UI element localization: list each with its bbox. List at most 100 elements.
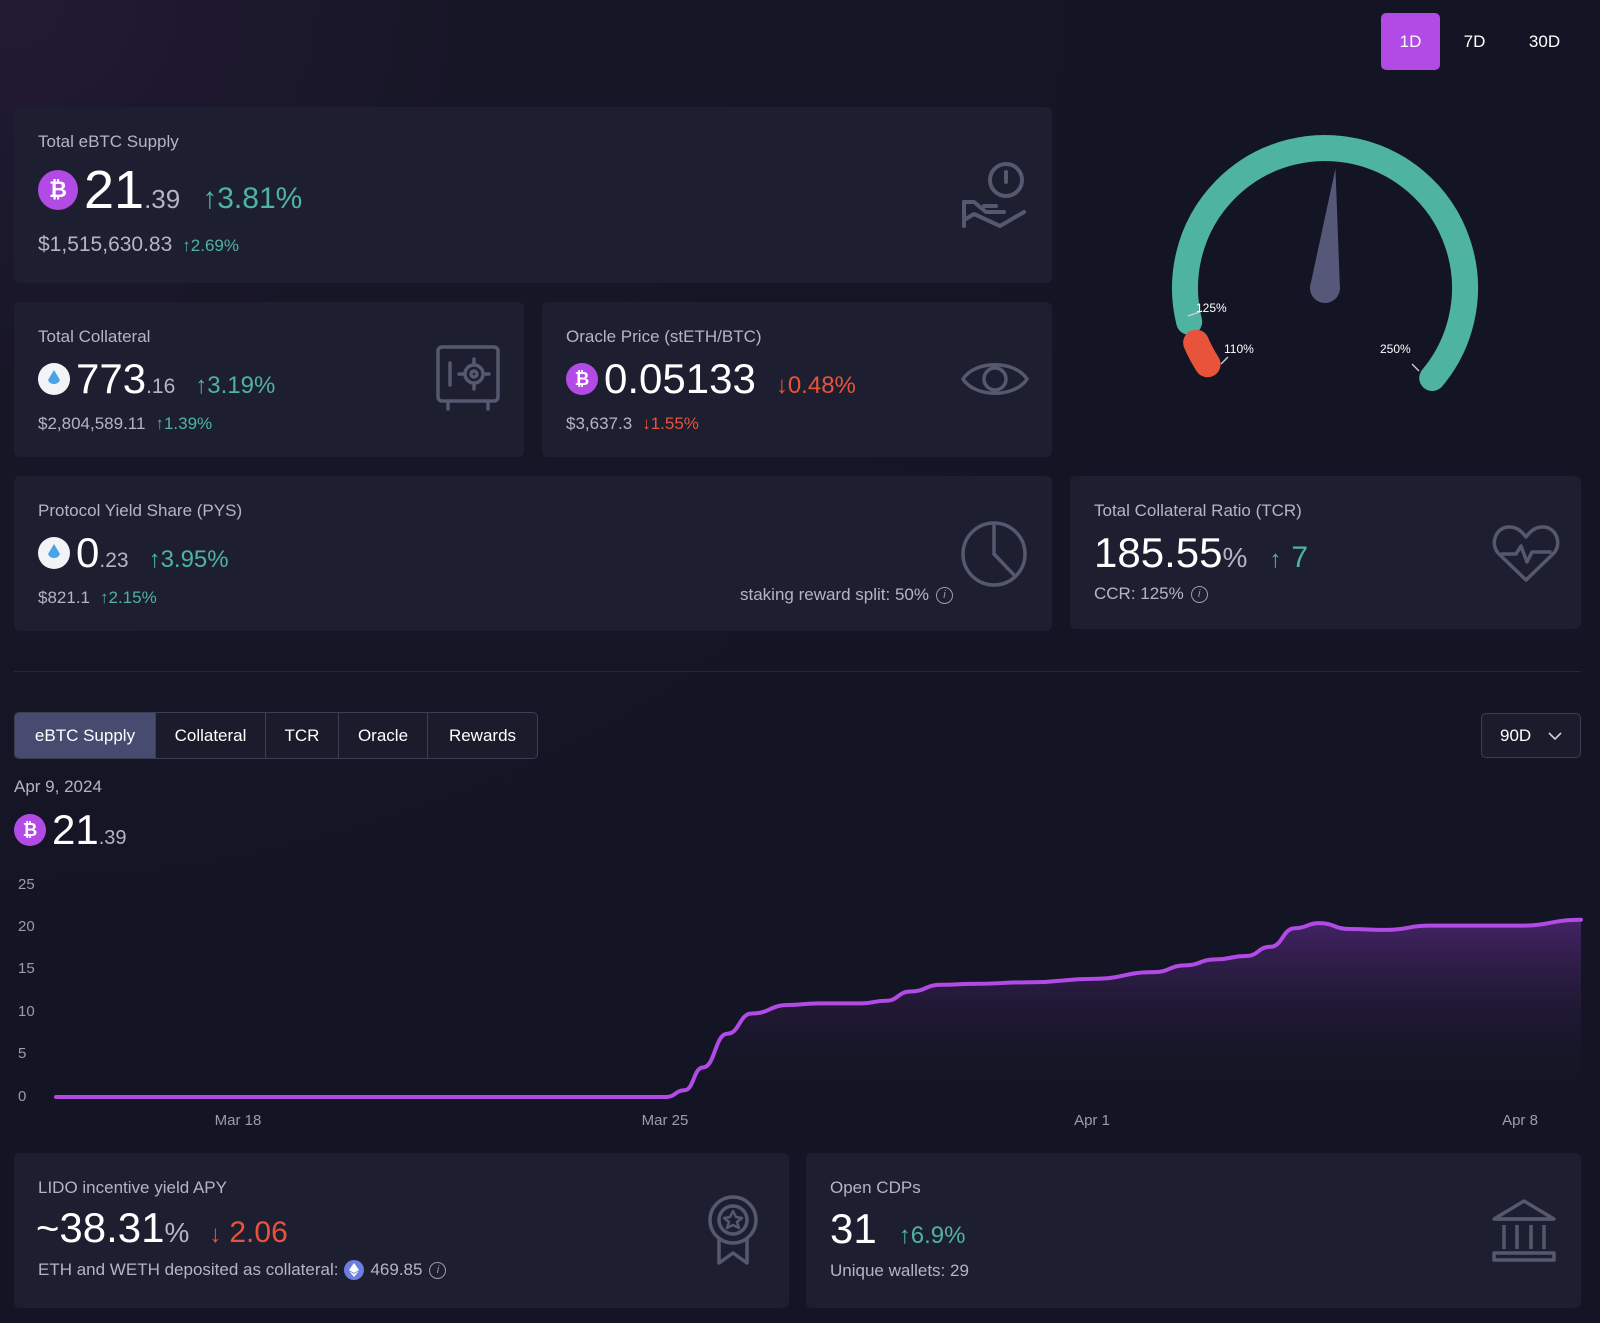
gauge-hub [1310, 273, 1340, 303]
pys-note: staking reward split: 50% [740, 585, 929, 604]
bitcoin-icon: ₿ [38, 170, 78, 210]
y-tick-label: 5 [18, 1045, 27, 1062]
tab-collateral[interactable]: Collateral [156, 713, 266, 758]
x-tick-label: Mar 18 [214, 1112, 262, 1129]
heart-pulse-icon [1492, 525, 1560, 582]
collateral-title: Total Collateral [38, 327, 151, 346]
oracle-usd-change: 1.55% [650, 414, 699, 433]
y-tick-label: 20 [18, 918, 35, 935]
award-badge-icon [708, 1195, 758, 1265]
supply-value-frac: .39 [144, 184, 181, 214]
range-value: 90D [1500, 725, 1532, 745]
bitcoin-icon: ₿ [14, 814, 46, 846]
lido-card: LIDO incentive yield APY ~ 38.31 % ↓ 2.0… [14, 1153, 789, 1308]
chart-date: Apr 9, 2024 [14, 777, 102, 796]
pys-usd-change: 2.15% [108, 588, 157, 607]
info-icon[interactable]: i [1190, 585, 1208, 603]
y-tick-label: 15 [18, 960, 35, 977]
supply-value-int: 21 [84, 160, 145, 220]
supply-usd-change: 2.69% [190, 236, 239, 255]
collateral-value-frac: .16 [146, 375, 176, 398]
hand-coin-icon [962, 162, 1026, 228]
supply-change: 3.81% [217, 182, 303, 215]
chart-tabs: eBTC Supply Collateral TCR Oracle Reward… [14, 712, 538, 759]
lido-prefix: ~ [36, 1207, 60, 1251]
oracle-value: 0.05133 [604, 355, 756, 402]
info-icon[interactable]: i [429, 1261, 447, 1279]
gauge-label-125: 125% [1196, 301, 1227, 315]
period-7d-button[interactable]: 7D [1463, 31, 1486, 51]
pys-title: Protocol Yield Share (PYS) [38, 501, 243, 520]
x-tick-label: Apr 8 [1502, 1112, 1538, 1129]
arrow-down-icon: ↓ [642, 414, 651, 433]
oracle-change: 0.48% [787, 372, 856, 399]
tcr-card: Total Collateral Ratio (TCR) 185.55 % ↑ … [1070, 476, 1581, 629]
tcr-title: Total Collateral Ratio (TCR) [1094, 501, 1302, 520]
ethereum-icon [344, 1260, 365, 1280]
pys-card: Protocol Yield Share (PYS) 0 .23 ↑ 3.95%… [14, 476, 1052, 631]
lido-change: 2.06 [229, 1216, 288, 1249]
chart-series-line [54, 917, 1583, 1099]
supply-usd: $1,515,630.83 [38, 233, 173, 256]
info-icon[interactable]: i [935, 586, 953, 604]
period-1d-button[interactable]: 1D [1381, 13, 1440, 70]
lido-unit: % [164, 1217, 190, 1248]
gauge-danger-arc [1183, 329, 1221, 378]
bank-icon [1492, 1199, 1556, 1262]
pys-value-frac: .23 [99, 549, 129, 572]
pys-change: 3.95% [160, 546, 229, 573]
arrow-up-icon: ↑ [195, 372, 208, 399]
arrow-up-icon: ↑ [182, 236, 191, 255]
tab-oracle[interactable]: Oracle [339, 713, 428, 758]
chart-value-int: 21 [52, 806, 99, 853]
gauge-safe-arc [1172, 135, 1478, 391]
collateral-usd-change: 1.39% [163, 414, 213, 433]
cdps-title: Open CDPs [830, 1178, 921, 1197]
oracle-usd: $3,637.3 [566, 414, 633, 433]
arrow-up-icon: ↑ [100, 588, 109, 607]
range-dropdown[interactable]: 90D [1481, 713, 1581, 758]
supply-card: Total eBTC Supply ₿ 21 .39 ↑ 3.81% $1,51… [14, 107, 1052, 283]
lido-value: 38.31 [59, 1204, 165, 1251]
chart-plot [54, 917, 1583, 1099]
cdps-note: Unique wallets: 29 [830, 1261, 969, 1280]
collateral-value-int: 773 [76, 355, 147, 402]
section-divider [14, 671, 1581, 672]
lido-title: LIDO incentive yield APY [38, 1178, 227, 1197]
lido-note-value: 469.85 [370, 1260, 423, 1279]
tab-rewards[interactable]: Rewards [428, 713, 537, 758]
y-tick-label: 0 [18, 1088, 27, 1105]
tcr-unit: % [1222, 542, 1248, 573]
oracle-card: Oracle Price (stETH/BTC) ₿ 0.05133 ↓ 0.4… [542, 302, 1052, 457]
tab-tcr[interactable]: TCR [266, 713, 339, 758]
pys-usd: $821.1 [38, 588, 90, 607]
vault-icon [436, 345, 500, 411]
arrow-up-icon: ↑ [202, 182, 218, 215]
gauge-needle [1310, 168, 1340, 290]
arrow-down-icon: ↓ [775, 372, 788, 399]
pie-chart-icon [961, 521, 1027, 587]
cdps-card: Open CDPs 31 ↑ 6.9% Unique wallets: 29 [806, 1153, 1581, 1308]
lido-note-label: ETH and WETH deposited as collateral: [38, 1260, 339, 1279]
period-30d-button[interactable]: 30D [1528, 31, 1561, 51]
collateral-card: Total Collateral 773 .16 ↑ 3.19% $2,804,… [14, 302, 524, 457]
x-tick-label: Mar 25 [641, 1112, 689, 1129]
collateral-usd: $2,804,589.11 [38, 414, 146, 433]
cdps-value: 31 [830, 1205, 877, 1252]
gauge-label-250: 250% [1380, 342, 1411, 356]
arrow-up-icon: ↑ [148, 546, 161, 573]
tab-ebtc-supply[interactable]: eBTC Supply [15, 713, 156, 758]
steth-drop-icon [38, 537, 70, 569]
chevron-down-icon [1548, 732, 1562, 741]
arrow-up-icon: ↑ [1269, 546, 1282, 573]
chart-area-fill [56, 919, 1581, 1097]
supply-title: Total eBTC Supply [38, 132, 179, 151]
y-tick-label: 10 [18, 1003, 35, 1020]
tcr-change: 7 [1291, 541, 1309, 574]
pys-value-int: 0 [76, 529, 100, 576]
x-tick-label: Apr 1 [1074, 1112, 1110, 1129]
collateral-change: 3.19% [207, 372, 276, 399]
cdps-change: 6.9% [910, 1222, 966, 1249]
tcr-gauge: 125% 110% 250% [1172, 135, 1478, 391]
steth-drop-icon [38, 363, 70, 395]
